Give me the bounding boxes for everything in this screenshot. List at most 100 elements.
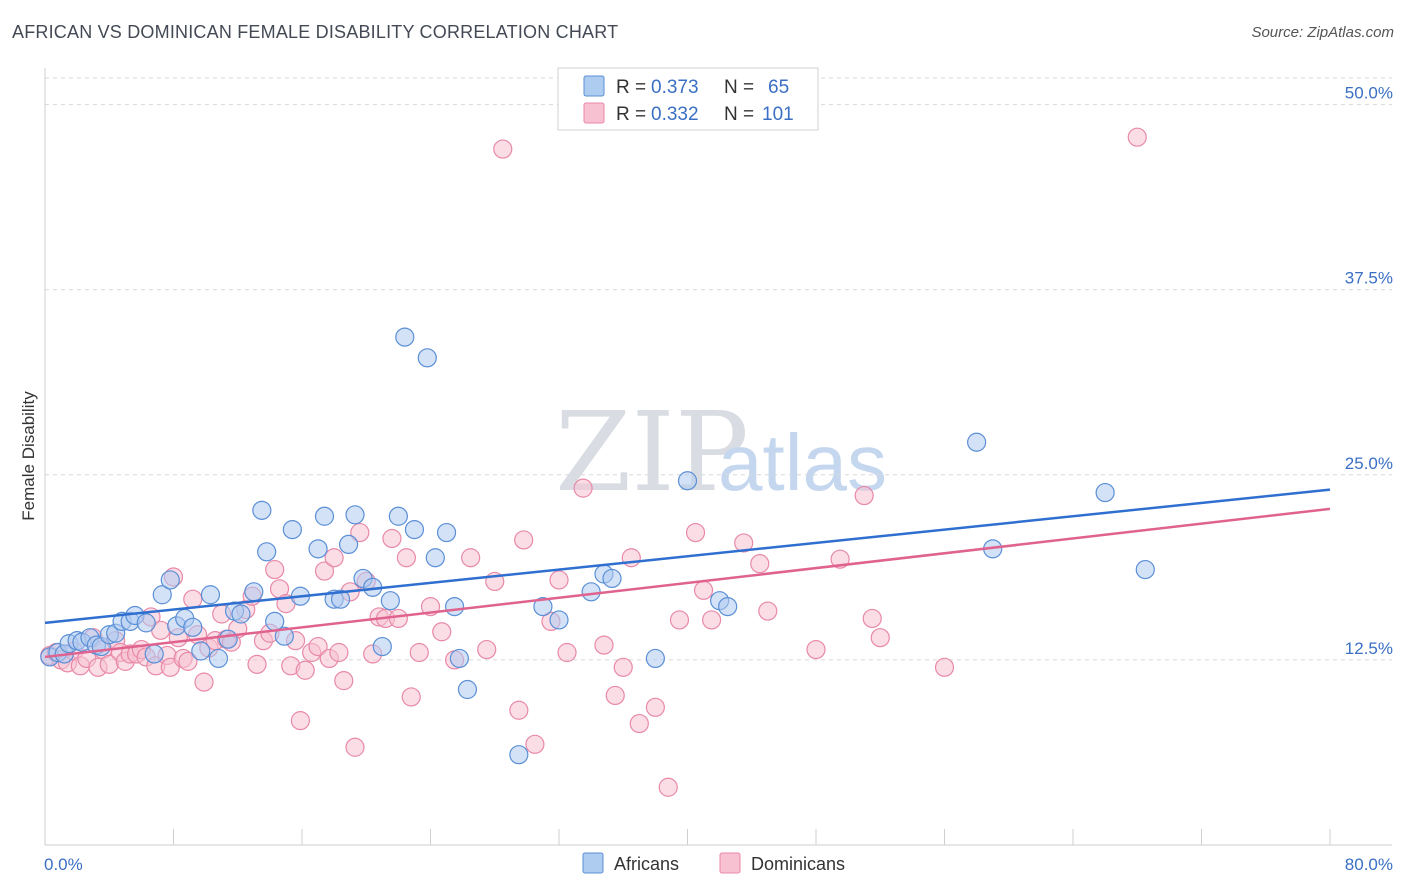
dominicans-point-41 [265, 559, 285, 580]
legend-label-africans: Africans [614, 854, 679, 874]
dominicans-point-90 [693, 580, 714, 600]
africans-point-20 [183, 617, 203, 637]
africans-point-35 [314, 506, 335, 526]
africans-point-49 [436, 522, 457, 543]
dominicans-point-57 [350, 522, 370, 543]
trend-line-dominicans [44, 507, 1331, 659]
dominicans-point-92 [734, 533, 754, 553]
africans-point-65 [1095, 482, 1115, 503]
legend-n-label-dominicans: N = [724, 104, 754, 125]
dominicans-point-78 [549, 570, 569, 590]
dominicans-point-87 [658, 777, 678, 797]
africans-point-26 [231, 604, 251, 624]
africans-point-46 [404, 519, 425, 540]
dominicans-point-29 [194, 672, 214, 692]
africans-point-28 [252, 500, 272, 520]
legend-r-label-dominicans: R = [616, 104, 646, 125]
africans-point-17 [160, 570, 180, 590]
legend-n-value-africans: 65 [768, 77, 789, 98]
axes [44, 68, 1392, 846]
africans-point-21 [191, 641, 211, 661]
x-tick-label-1: 80.0% [1345, 855, 1393, 874]
legend-label-dominicans: Dominicans [751, 854, 845, 874]
dominicans-point-100 [934, 657, 955, 677]
trend-line-africans [44, 488, 1331, 625]
africans-point-45 [395, 327, 415, 347]
africans-point-37 [330, 589, 351, 609]
dominicans-point-98 [862, 608, 882, 629]
dominicans-point-27 [183, 589, 203, 609]
dominicans-point-97 [854, 485, 874, 506]
dominicans-point-62 [382, 528, 402, 549]
dominicans-point-81 [594, 635, 614, 655]
africans-point-23 [208, 648, 229, 669]
y-tick-label-3: 50.0% [1345, 84, 1393, 103]
dominicans-point-95 [806, 639, 826, 660]
dominicans-point-93 [750, 554, 770, 574]
dominicans-point-66 [409, 642, 429, 663]
legend-r-value-africans: 0.373 [651, 77, 699, 98]
dominicans-point-74 [509, 700, 529, 720]
dominicans-point-38 [247, 654, 267, 674]
watermark: ZIP atlas [555, 388, 887, 516]
legend-swatch-dominicans-bottom [719, 852, 741, 874]
africans-point-16 [152, 585, 172, 605]
legend-r-value-dominicans: 0.332 [651, 104, 699, 125]
dominicans-point-88 [669, 610, 690, 630]
africans-point-47 [417, 348, 437, 368]
africans-point-38 [338, 534, 359, 555]
legend-n-label-africans: N = [724, 77, 754, 98]
africans-point-52 [457, 679, 478, 700]
dominicans-point-70 [461, 548, 481, 568]
africans-point-53 [509, 745, 529, 765]
dominicans-point-79 [557, 642, 577, 663]
x-tick-label-0: 0.0% [44, 855, 83, 874]
dominicans-point-85 [629, 713, 649, 734]
africans-point-14 [136, 613, 156, 633]
dominicans-point-54 [334, 671, 354, 691]
series-legend: Africans Dominicans [582, 852, 845, 874]
legend-n-value-dominicans: 101 [762, 104, 794, 125]
grid [45, 77, 1392, 661]
legend-swatch-dominicans [583, 102, 605, 124]
y-axis-label: Female Disability [19, 391, 38, 521]
dominicans-point-84 [621, 548, 641, 568]
africans-point-66 [1135, 559, 1155, 580]
series-dominicans [40, 127, 1147, 797]
y-tick-label-0: 12.5% [1345, 639, 1393, 658]
dominicans-point-68 [432, 622, 452, 642]
africans-point-51 [449, 648, 470, 669]
dominicans-point-56 [345, 737, 365, 757]
africans-point-31 [274, 626, 294, 646]
africans-point-60 [677, 471, 698, 491]
dominicans-point-76 [525, 734, 545, 754]
dominicans-point-53 [329, 642, 349, 663]
dominicans-point-91 [701, 610, 722, 630]
dominicans-point-50 [314, 561, 335, 581]
dominicans-point-86 [645, 697, 665, 717]
legend-swatch-africans-bottom [582, 852, 604, 874]
dominicans-point-99 [870, 628, 890, 648]
africans-point-39 [345, 505, 365, 525]
y-tick-label-2: 37.5% [1345, 269, 1393, 288]
dominicans-point-94 [758, 601, 778, 621]
dominicans-point-73 [493, 139, 513, 159]
africans-point-63 [967, 432, 987, 452]
dominicans-point-26 [178, 651, 198, 671]
dominicans-point-63 [388, 608, 408, 629]
africans-point-34 [308, 539, 328, 559]
africans-point-62 [718, 596, 738, 617]
dominicans-point-65 [401, 687, 421, 707]
africans-point-29 [257, 542, 277, 562]
legend-r-label-africans: R = [616, 77, 646, 98]
y-tick-label-1: 25.0% [1345, 454, 1393, 473]
africans-point-42 [372, 636, 392, 657]
dominicans-point-75 [514, 530, 534, 550]
africans-point-59 [645, 648, 665, 669]
africans-point-56 [581, 582, 601, 602]
africans-point-50 [444, 596, 465, 617]
dominicans-point-47 [295, 660, 315, 680]
trend-lines [44, 488, 1331, 659]
dominicans-point-49 [308, 636, 328, 657]
